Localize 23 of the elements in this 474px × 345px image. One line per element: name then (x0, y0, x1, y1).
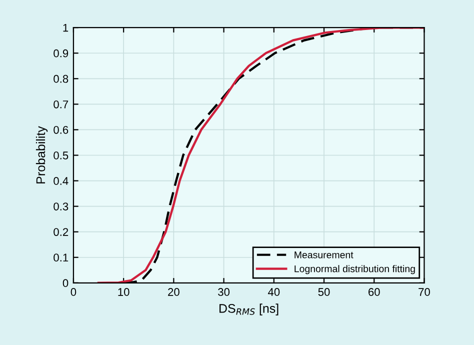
x-axis-title: DS$_{RMS}$ [ns] (220, 304, 278, 316)
y-tick-label: 0.5 (54, 152, 68, 160)
x-tick-label: 40 (268, 288, 280, 296)
x-tick-label: 50 (318, 288, 330, 296)
x-tick-label: 70 (418, 288, 430, 296)
y-tick-label: 0.8 (54, 74, 68, 83)
y-tick-label: 0.9 (54, 49, 68, 58)
x-tick-label: 10 (118, 288, 130, 296)
y-tick-label: 0.2 (54, 228, 68, 236)
legend-label: Lognormal distribution fitting (294, 265, 415, 274)
x-tick-label: 0 (70, 288, 76, 296)
y-tick-label: 0.6 (54, 126, 68, 134)
x-tick-label: 30 (218, 288, 230, 296)
y-axis-title: Probability (36, 126, 48, 184)
y-tick-label: 0.3 (54, 202, 68, 210)
legend-label: Measurement (294, 252, 354, 258)
y-tick-label: 1 (63, 24, 68, 32)
y-tick-label: 0.4 (54, 177, 68, 185)
x-tick-label: 60 (368, 288, 380, 296)
y-tick-label: 0.1 (54, 254, 68, 262)
y-tick-label: 0.7 (54, 100, 68, 108)
y-tick-label: 0 (62, 279, 68, 288)
x-tick-label: 20 (168, 288, 180, 296)
